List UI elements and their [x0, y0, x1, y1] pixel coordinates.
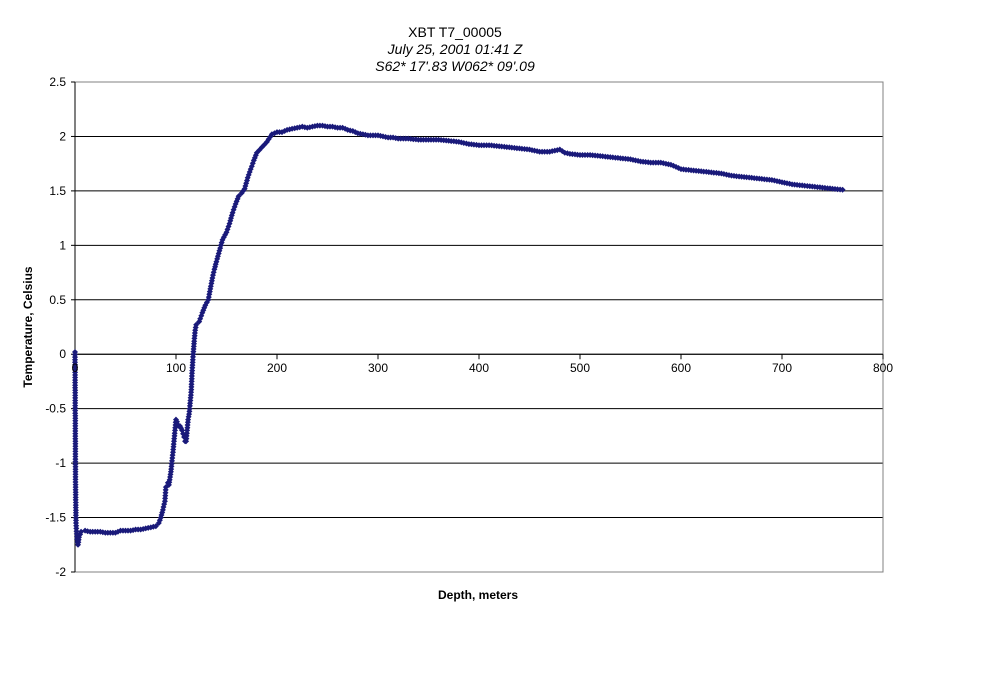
- chart-subtitle-position: S62* 17'.83 W062* 09'.09: [375, 58, 535, 74]
- x-tick-label: 300: [368, 361, 388, 375]
- x-axis-title: Depth, meters: [438, 588, 518, 602]
- x-tick-label: 700: [772, 361, 792, 375]
- chart-subtitle-date: July 25, 2001 01:41 Z: [387, 41, 523, 57]
- data-series: [72, 122, 846, 548]
- chart-title: XBT T7_00005: [408, 24, 502, 40]
- y-tick-label: -2: [55, 565, 66, 579]
- y-tick-label: 2: [59, 129, 66, 143]
- y-tick-label: 1.5: [49, 184, 66, 198]
- x-tick-label: 600: [671, 361, 691, 375]
- data-point: [235, 193, 242, 200]
- x-tick-label: 100: [166, 361, 186, 375]
- data-point: [299, 123, 306, 130]
- y-tick-label: 2.5: [49, 75, 66, 89]
- series-markers: [72, 122, 846, 548]
- y-axis-title: Temperature, Celsius: [21, 266, 35, 387]
- data-point: [152, 523, 159, 530]
- x-tick-label: 200: [267, 361, 287, 375]
- data-point: [214, 253, 221, 260]
- tick-labels: 2.5 2 1.5 1 0.5 0 -0.5 -1 -1.5 -2 0 100 200 300 400 500…: [45, 75, 893, 579]
- y-tick-label: -0.5: [45, 402, 66, 416]
- x-tick-label: 0: [72, 361, 79, 375]
- data-point: [839, 186, 846, 193]
- x-tick-label: 800: [873, 361, 893, 375]
- y-tick-label: 1: [59, 238, 66, 252]
- y-tick-label: -1.5: [45, 511, 66, 525]
- series-line: [74, 124, 843, 545]
- y-tick-label: 0: [59, 347, 66, 361]
- x-tick-label: 500: [570, 361, 590, 375]
- x-tick-label: 400: [469, 361, 489, 375]
- y-tick-label: -1: [55, 456, 66, 470]
- y-tick-label: 0.5: [49, 293, 66, 307]
- data-point: [193, 321, 200, 328]
- data-point: [329, 123, 336, 130]
- axes: [71, 81, 884, 573]
